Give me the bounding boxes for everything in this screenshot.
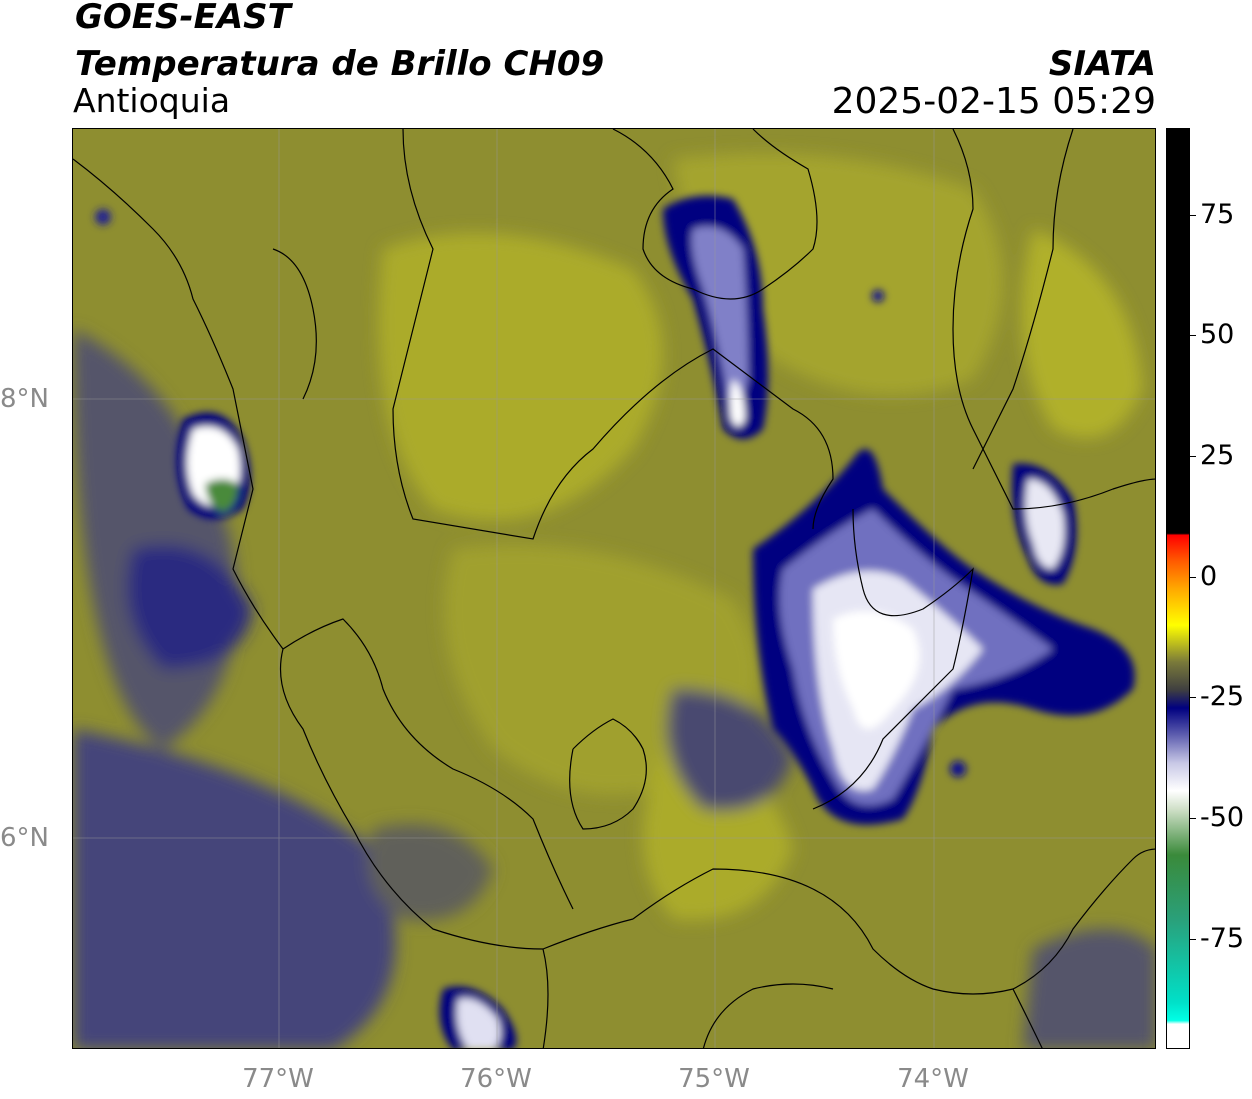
colorbar-label-minus-75: -75 <box>1200 923 1245 954</box>
map-canvas <box>73 129 1155 1048</box>
colorbar-label-25: 25 <box>1200 440 1235 471</box>
colorbar-label-minus-50: -50 <box>1200 802 1245 833</box>
datetime-label: 2025-02-15 05:29 <box>831 81 1156 122</box>
lat-label-8n: 8°N <box>0 384 49 414</box>
colorbar-label-0: 0 <box>1200 561 1218 592</box>
colorbar-tick <box>1190 335 1196 336</box>
brand-label: SIATA <box>1048 44 1156 84</box>
colorbar-label-50: 50 <box>1200 319 1235 350</box>
lon-label-75w: 75°W <box>678 1064 750 1094</box>
lat-label-6n: 6°N <box>0 823 49 853</box>
colorbar-label-75: 75 <box>1200 199 1235 230</box>
title-line-2: Temperatura de Brillo CH09 <box>75 44 605 84</box>
temperature-texture <box>73 153 1155 1048</box>
colorbar-tick <box>1190 818 1196 819</box>
colorbar-label-minus-25: -25 <box>1200 681 1245 712</box>
colorbar-tick <box>1190 215 1196 216</box>
map-panel[interactable] <box>72 128 1156 1049</box>
title-line-1: GOES-EAST <box>75 0 291 37</box>
region-label: Antioquia <box>73 81 231 120</box>
lon-label-76w: 76°W <box>460 1064 532 1094</box>
colorbar-tick <box>1190 697 1196 698</box>
colorbar-tick <box>1190 939 1196 940</box>
cloud-tops <box>95 195 1135 1048</box>
lon-label-74w: 74°W <box>897 1064 969 1094</box>
colorbar <box>1166 128 1190 1049</box>
graticule <box>73 129 1155 1048</box>
colorbar-tick <box>1190 456 1196 457</box>
boundaries <box>73 129 1155 1048</box>
colorbar-tick <box>1190 577 1196 578</box>
lon-label-77w: 77°W <box>242 1064 314 1094</box>
